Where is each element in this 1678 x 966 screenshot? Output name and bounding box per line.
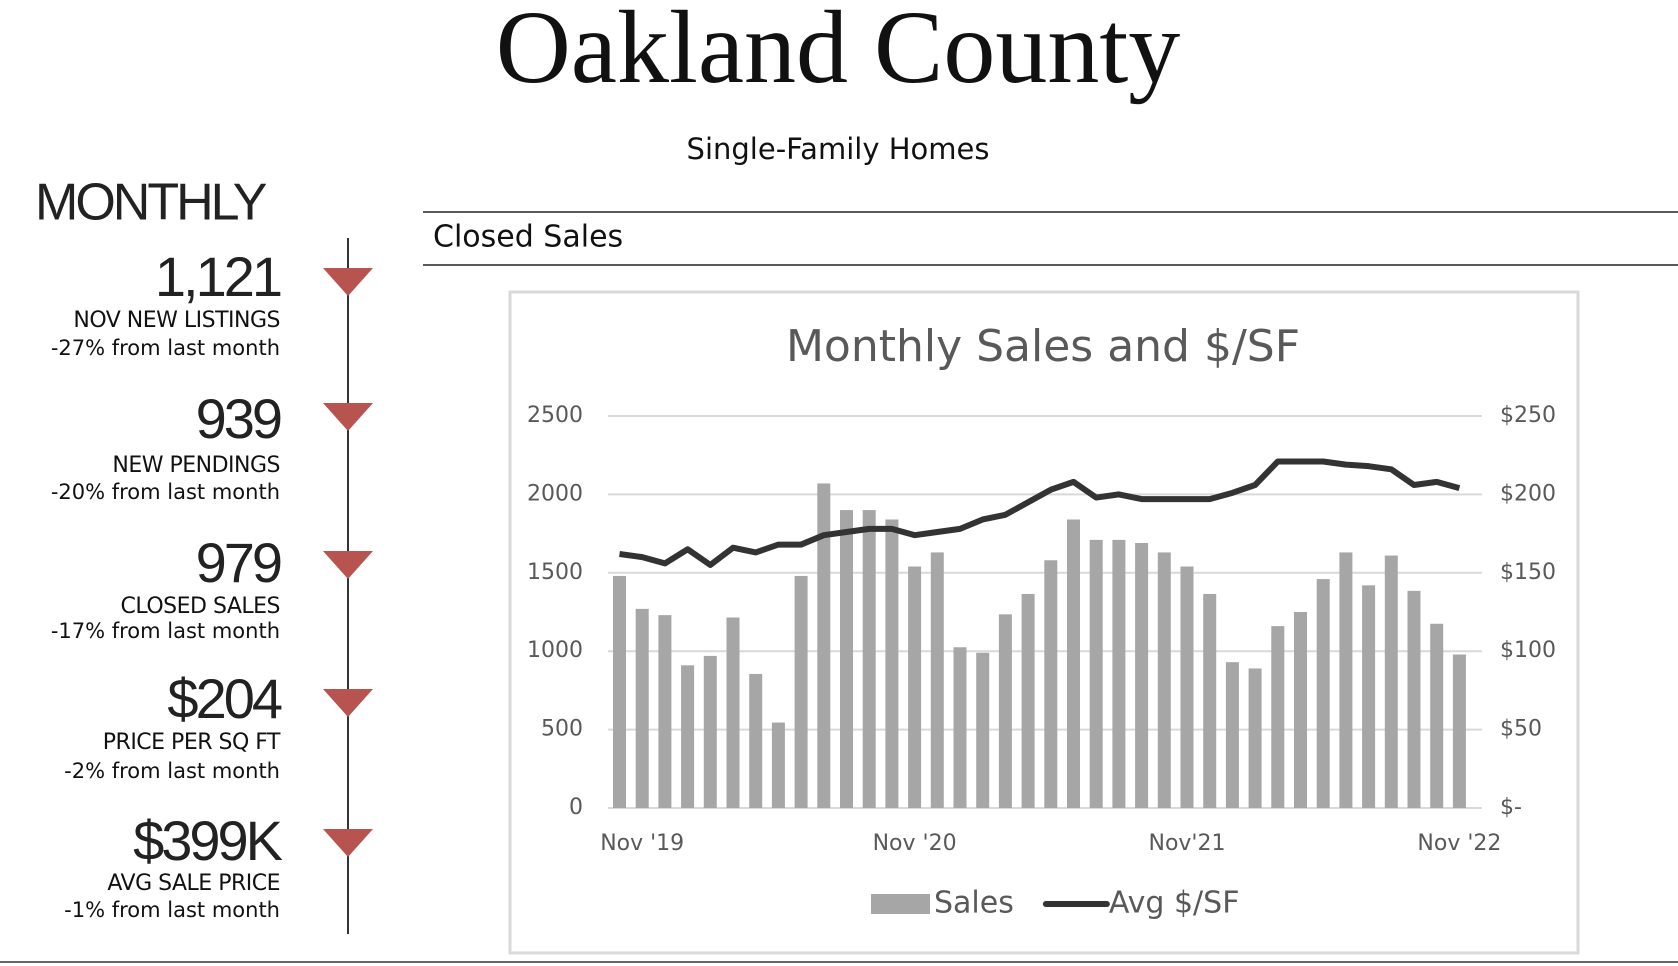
y-tick-label: 1000 bbox=[527, 638, 583, 663]
bar bbox=[862, 510, 876, 808]
chart-title: Monthly Sales and $/SF bbox=[786, 321, 1300, 372]
metric-change: -1% from last month bbox=[64, 898, 280, 922]
bar bbox=[1271, 626, 1285, 808]
bar bbox=[681, 665, 695, 808]
bar bbox=[1067, 519, 1080, 808]
y2-tick-label: $- bbox=[1500, 795, 1522, 820]
y-tick-label: 1500 bbox=[527, 560, 583, 585]
bar bbox=[771, 722, 785, 808]
metric-label: CLOSED SALES bbox=[121, 594, 281, 619]
bar bbox=[998, 614, 1012, 808]
metric-value: $399K bbox=[133, 809, 283, 872]
y-tick-label: 2500 bbox=[527, 403, 583, 428]
bar bbox=[817, 483, 831, 808]
y-tick-label: 0 bbox=[569, 795, 583, 820]
y-tick-label: 2000 bbox=[527, 481, 583, 506]
bar bbox=[635, 608, 649, 808]
bar bbox=[658, 615, 672, 808]
bar bbox=[1452, 654, 1466, 808]
metric-value: 1,121 bbox=[155, 245, 281, 308]
bar bbox=[1135, 543, 1149, 808]
chart-frame bbox=[508, 290, 1580, 955]
down-arrow bbox=[323, 403, 373, 431]
bar bbox=[1203, 593, 1217, 808]
x-tick-label: Nov '20 bbox=[873, 831, 957, 856]
bar bbox=[885, 519, 899, 808]
bar bbox=[930, 552, 944, 808]
down-arrow bbox=[323, 268, 373, 296]
bar bbox=[1407, 590, 1421, 808]
x-tick-label: Nov '22 bbox=[1417, 831, 1501, 856]
section-heading: MONTHLY bbox=[35, 174, 267, 232]
y-tick-label: 500 bbox=[541, 717, 583, 742]
line bbox=[619, 458, 1461, 568]
bar bbox=[1248, 668, 1262, 808]
y2-tick-label: $150 bbox=[1500, 560, 1556, 585]
bar bbox=[1294, 612, 1307, 808]
bar bbox=[1339, 552, 1353, 808]
bar bbox=[1180, 566, 1194, 808]
bar bbox=[1044, 560, 1058, 808]
bar bbox=[1225, 662, 1239, 808]
title: Oakland County bbox=[496, 0, 1181, 105]
bar bbox=[794, 575, 808, 808]
metric-change: -20% from last month bbox=[51, 480, 280, 504]
x-tick-label: Nov'21 bbox=[1149, 831, 1226, 856]
bar bbox=[726, 617, 740, 808]
bar bbox=[976, 652, 990, 808]
bar bbox=[1430, 623, 1444, 808]
metric-label: PRICE PER SQ FT bbox=[103, 730, 281, 755]
section-heading: Closed Sales bbox=[433, 220, 623, 255]
metric-change: -17% from last month bbox=[51, 619, 280, 643]
subtitle: Single-Family Homes bbox=[687, 132, 990, 166]
bar bbox=[953, 647, 967, 808]
bar bbox=[1362, 585, 1376, 808]
bar bbox=[840, 510, 853, 808]
bar bbox=[613, 575, 626, 808]
metric-change: -27% from last month bbox=[51, 336, 280, 360]
metric-label: NOV NEW LISTINGS bbox=[73, 308, 280, 333]
y2-tick-label: $100 bbox=[1500, 638, 1556, 663]
legend-label: Sales bbox=[934, 886, 1014, 921]
y2-tick-label: $250 bbox=[1500, 403, 1556, 428]
bar bbox=[749, 673, 763, 808]
bar bbox=[1384, 555, 1398, 808]
metric-value: 939 bbox=[196, 387, 281, 450]
legend-label: Avg $/SF bbox=[1109, 886, 1240, 921]
down-arrow bbox=[323, 689, 373, 717]
bar bbox=[908, 566, 922, 808]
bar bbox=[1316, 579, 1330, 808]
x-tick-label: Nov '19 bbox=[600, 831, 684, 856]
metric-value: 979 bbox=[196, 531, 281, 594]
metric-label: NEW PENDINGS bbox=[112, 453, 280, 478]
bar bbox=[703, 655, 717, 808]
y2-tick-label: $50 bbox=[1500, 717, 1542, 742]
bar bbox=[1089, 539, 1103, 808]
metric-value: $204 bbox=[167, 667, 281, 730]
bar bbox=[1112, 539, 1126, 808]
bar bbox=[1021, 593, 1035, 808]
down-arrow bbox=[323, 551, 373, 579]
bar bbox=[1157, 552, 1171, 808]
metric-label: AVG SALE PRICE bbox=[107, 871, 280, 896]
down-arrow bbox=[323, 829, 373, 857]
metric-change: -2% from last month bbox=[64, 759, 280, 783]
legend-swatch bbox=[871, 894, 930, 914]
y2-tick-label: $200 bbox=[1500, 481, 1556, 506]
